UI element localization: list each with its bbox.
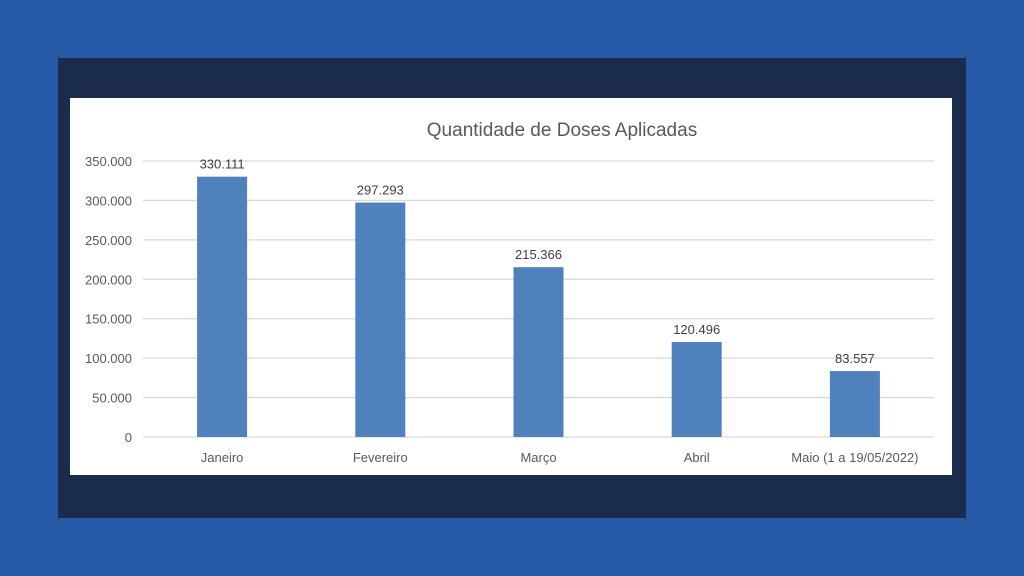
x-tick-label: Janeiro	[201, 450, 244, 465]
data-label: 120.496	[673, 322, 720, 337]
x-tick-label: Fevereiro	[353, 450, 408, 465]
bar	[355, 202, 406, 437]
y-tick-label: 100.000	[85, 351, 132, 366]
y-tick-label: 150.000	[85, 312, 132, 327]
bar	[197, 176, 248, 437]
x-tick-label: Maio (1 a 19/05/2022)	[791, 450, 918, 465]
data-label: 297.293	[357, 183, 404, 198]
chart-title: Quantidade de Doses Aplicadas	[427, 120, 697, 141]
y-tick-label: 350.000	[85, 154, 132, 169]
x-tick-label: Abril	[684, 450, 710, 465]
y-tick-label: 200.000	[85, 272, 132, 287]
bar	[671, 341, 722, 437]
data-label: 215.366	[515, 247, 562, 262]
y-tick-label: 300.000	[85, 193, 132, 208]
bar	[513, 267, 564, 437]
y-tick-label: 50.000	[92, 391, 132, 406]
y-tick-label: 250.000	[85, 233, 132, 248]
data-label: 330.111	[200, 157, 245, 172]
y-tick-label: 0	[125, 430, 132, 445]
x-tick-label: Março	[520, 450, 556, 465]
bar	[829, 371, 880, 437]
data-label: 83.557	[835, 351, 875, 366]
